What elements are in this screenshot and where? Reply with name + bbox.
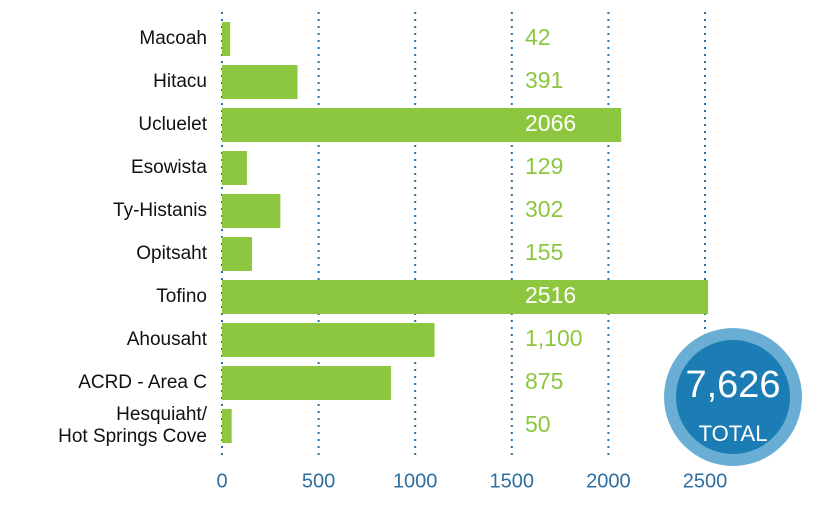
x-tick-label: 2500 [683,470,728,492]
x-tick-label: 1000 [393,470,438,492]
bar [222,237,252,271]
value-label: 391 [525,67,563,93]
value-label: 1,100 [525,325,583,351]
category-label: ACRD - Area C [78,372,207,393]
bar [222,65,298,99]
total-value: 7,626 [685,364,780,406]
bar [222,409,232,443]
category-label: Ty-Histanis [113,200,207,221]
category-label: Ahousaht [127,329,208,350]
x-tick-label: 2000 [586,470,631,492]
bar [222,108,622,142]
x-tick-label: 0 [216,470,227,492]
value-label: 155 [525,239,563,265]
bar [222,280,709,314]
value-label: 302 [525,196,563,222]
bar [222,323,435,357]
bar [222,22,231,56]
category-label: Tofino [156,286,207,307]
x-tick-label: 1500 [490,470,535,492]
value-label: 2516 [525,282,576,308]
total-caption: TOTAL [699,421,768,446]
x-tick-label: 500 [302,470,335,492]
category-label: Macoah [139,28,207,49]
category-label: Ucluelet [138,114,207,135]
category-label: Hesquiaht/Hot Springs Cove [58,404,208,447]
value-label: 50 [525,411,551,437]
value-label: 129 [525,153,563,179]
bar [222,151,247,185]
category-label: Esowista [131,157,207,178]
value-label: 875 [525,368,563,394]
value-label: 2066 [525,110,576,136]
category-label: Hitacu [153,71,207,92]
value-label: 42 [525,24,551,50]
bar [222,194,281,228]
total-circle [676,340,790,454]
category-label: Opitsaht [136,243,207,264]
bar [222,366,392,400]
